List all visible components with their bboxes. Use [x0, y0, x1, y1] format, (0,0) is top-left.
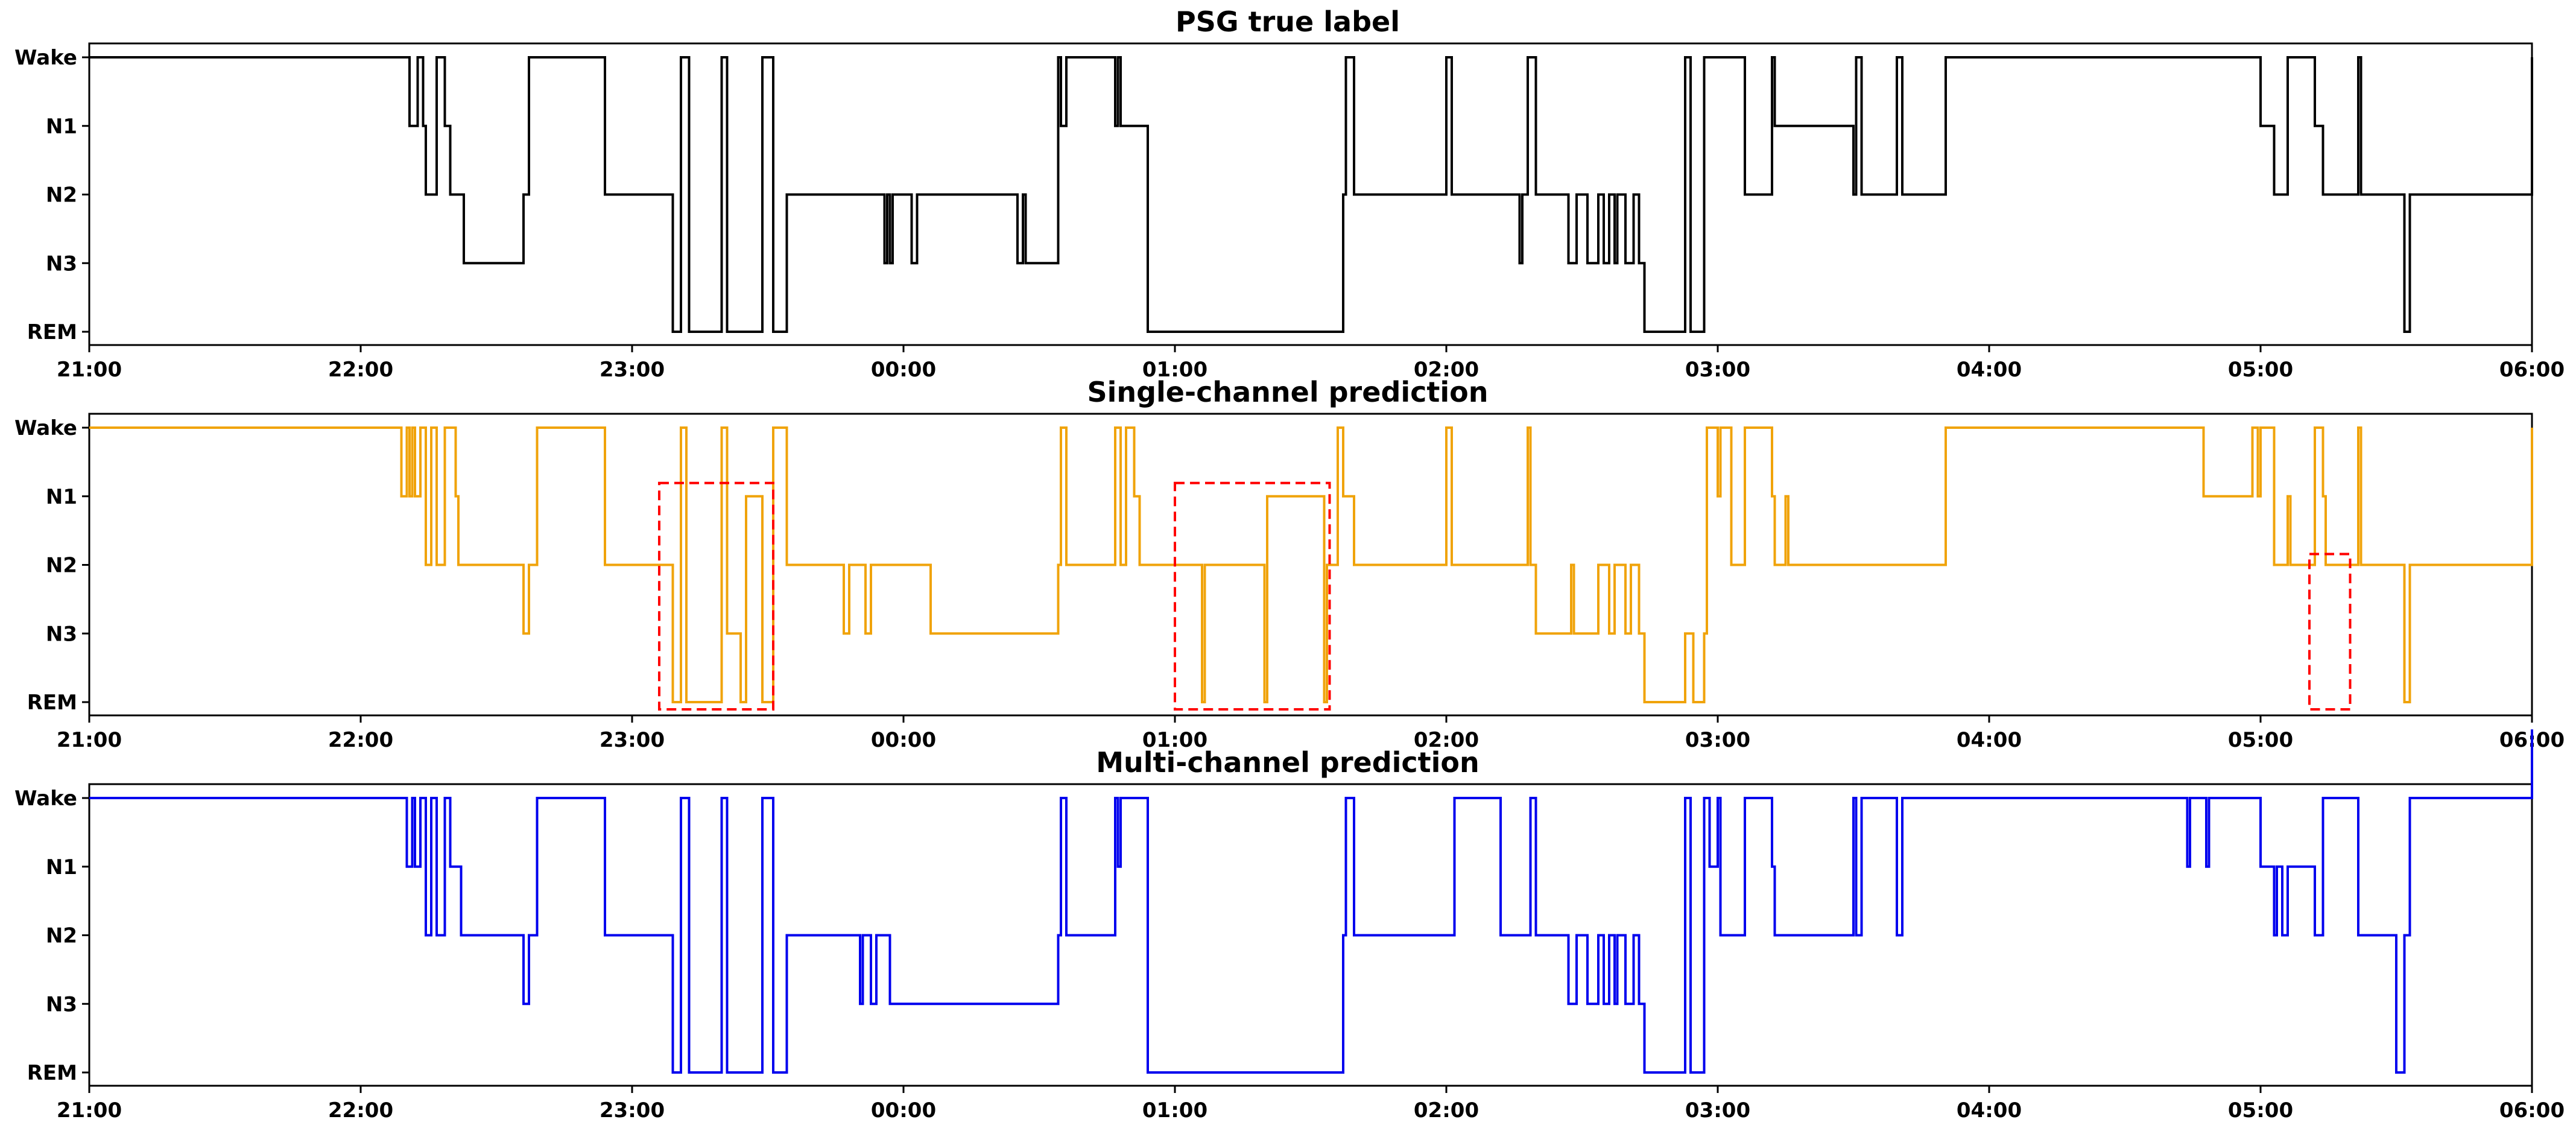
- x-tick-label: 01:00: [1142, 728, 1207, 752]
- panel-psg-true-label: PSG true label Wake N1 N2 N3 REM 21:00 22:00 23…: [14, 5, 2565, 382]
- x-tick-label: 06:00: [2499, 358, 2565, 382]
- panel-multi-channel-prediction: Multi-channel prediction Wake N1 N2 N3 REM 21…: [14, 729, 2565, 1123]
- highlight-box: [2308, 553, 2352, 711]
- y-tick-label: N1: [46, 855, 77, 879]
- y-tick-label: N2: [46, 183, 77, 207]
- x-tick-label: 21:00: [57, 358, 122, 382]
- panel-title: Single-channel prediction: [1087, 376, 1488, 408]
- x-tick-label: 01:00: [1142, 358, 1207, 382]
- x-tick-label: 04:00: [1957, 728, 2022, 752]
- y-tick-label: Wake: [14, 787, 77, 811]
- x-tick-label: 02:00: [1414, 728, 1479, 752]
- hypnogram-series: [89, 729, 2533, 1074]
- x-tick-label: 02:00: [1414, 358, 1479, 382]
- x-tick-label: 23:00: [600, 728, 665, 752]
- x-tick-label: 05:00: [2228, 728, 2293, 752]
- x-tick-label: 06:00: [2499, 1098, 2565, 1123]
- x-tick-label: 03:00: [1685, 728, 1750, 752]
- x-tick-label: 01:00: [1142, 1098, 1207, 1123]
- highlight-box: [1174, 481, 1331, 711]
- y-tick-label: Wake: [14, 46, 77, 70]
- x-tick-label: 22:00: [328, 358, 393, 382]
- y-tick-label: REM: [27, 320, 77, 344]
- y-tick-label: N3: [46, 622, 77, 646]
- x-tick-label: 03:00: [1685, 1098, 1750, 1123]
- highlight-box: [658, 481, 774, 711]
- x-tick-label: 00:00: [871, 358, 936, 382]
- y-tick-label: N1: [46, 485, 77, 509]
- panel-title: Multi-channel prediction: [1096, 746, 1479, 779]
- x-tick-label: 21:00: [57, 1098, 122, 1123]
- y-tick-label: REM: [27, 1061, 77, 1085]
- x-tick-label: 23:00: [600, 1098, 665, 1123]
- y-tick-label: N3: [46, 252, 77, 276]
- y-tick-label: REM: [27, 691, 77, 715]
- x-tick-label: 02:00: [1414, 1098, 1479, 1123]
- y-tick-label: N2: [46, 554, 77, 578]
- x-tick-label: 05:00: [2228, 358, 2293, 382]
- x-tick-label: 22:00: [328, 728, 393, 752]
- y-tick-label: N2: [46, 924, 77, 948]
- x-tick-label: 23:00: [600, 358, 665, 382]
- hypnogram-series: [89, 56, 2533, 333]
- hypnogram-series: [89, 426, 2533, 703]
- x-tick-label: 22:00: [328, 1098, 393, 1123]
- x-tick-label: 04:00: [1957, 358, 2022, 382]
- y-tick-label: N3: [46, 992, 77, 1016]
- x-tick-label: 00:00: [871, 728, 936, 752]
- y-tick-label: N1: [46, 115, 77, 139]
- x-tick-label: 04:00: [1957, 1098, 2022, 1123]
- y-tick-label: Wake: [14, 416, 77, 440]
- panel-title: PSG true label: [1176, 5, 1400, 38]
- panel-single-channel-prediction: Single-channel prediction Wake N1 N2 N3 REM 2…: [14, 376, 2565, 752]
- x-tick-label: 05:00: [2228, 1098, 2293, 1123]
- x-tick-label: 00:00: [871, 1098, 936, 1123]
- plot-frame: [88, 783, 2533, 1087]
- x-tick-label: 03:00: [1685, 358, 1750, 382]
- x-tick-label: 21:00: [57, 728, 122, 752]
